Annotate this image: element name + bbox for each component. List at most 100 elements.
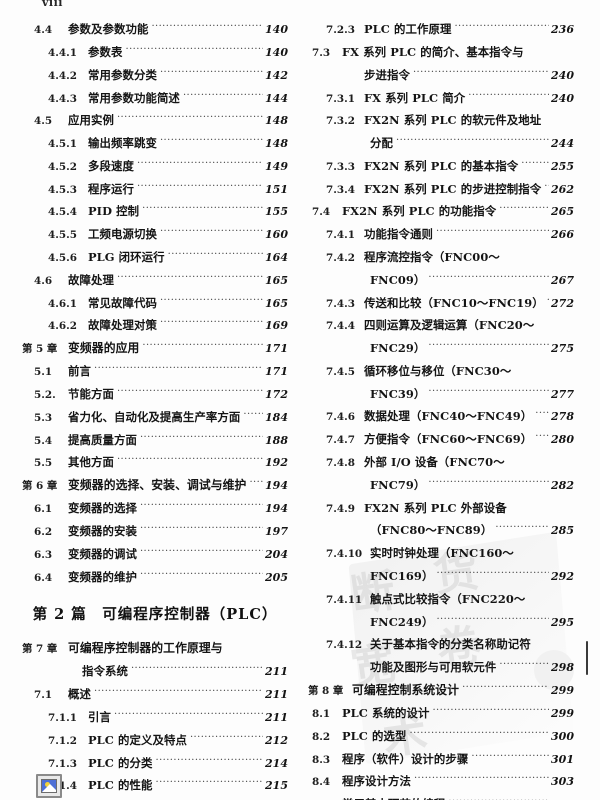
toc-entry[interactable]: 5.4 提高质量方面 188 [22, 432, 288, 446]
toc-entry[interactable]: 7.4.11 触点式比较指令（FNC220～ [308, 592, 574, 606]
toc-entry-title: 概述 [68, 687, 91, 702]
toc-entry[interactable]: 7.3.4 FX2N 系列 PLC 的步进控制指令 262 [308, 181, 574, 195]
toc-column-left: 4.4参数及参数功能140 4.4.1参数表140 4.4.2常用参数分类142 4.… [22, 22, 288, 800]
toc-entry-title: 程序运行 [88, 181, 134, 196]
toc-entry[interactable]: 7.3.1 FX 系列 PLC 简介 240 [308, 90, 574, 104]
toc-entry[interactable]: 7.3.3 FX2N 系列 PLC 的基本指令 255 [308, 159, 574, 172]
toc-entry[interactable]: 第 7 章可编程序控制器的工作原理与 [22, 641, 288, 655]
toc-entry[interactable]: FNC29） 275 [308, 341, 574, 355]
toc-entry[interactable]: 4.5.2 多段速度 149 [22, 158, 288, 173]
toc-entry[interactable]: 7.4.6 数据处理（FNC40～FNC49） 278 [308, 409, 574, 422]
toc-entry[interactable]: FNC79） 282 [308, 478, 574, 492]
toc-entry[interactable]: 6.2 变频器的安装 197 [22, 524, 288, 537]
toc-page-number: 140 [265, 23, 288, 37]
toc-entry[interactable]: 7.4.4 四则运算及逻辑运算（FNC20～ [308, 318, 574, 331]
toc-entry[interactable]: FNC39） 277 [308, 387, 574, 401]
toc-entry[interactable]: 4.5.5 工频电源切换 160 [22, 227, 288, 242]
toc-entry-number: 5.5 [34, 457, 53, 470]
toc-entry[interactable]: 7.4.8 外部 I/O 设备（FNC70～ [308, 455, 574, 468]
toc-entry[interactable]: 4.6 故障处理 165 [22, 273, 288, 286]
toc-entry-title: 关于基本指令的分类名称助记符 [370, 637, 531, 652]
toc-entry[interactable]: 7.1.2 PLC 的定义及特点 212 [22, 733, 288, 746]
toc-page-number: 292 [551, 569, 574, 583]
toc-entry[interactable]: 8.3 程序（软件）设计的步骤 301 [308, 751, 574, 765]
toc-page-number: 188 [265, 433, 288, 447]
toc-entry[interactable]: 7.4.12 关于基本指令的分类名称助记符 [308, 637, 574, 652]
toc-leader-dots [142, 341, 263, 352]
toc-entry[interactable]: 4.5.4 PID 控制 155 [22, 204, 288, 217]
toc-entry[interactable]: 5.1 前言 171 [22, 364, 288, 379]
toc-entry[interactable]: 4.4.1 参数表 140 [22, 45, 288, 58]
toc-entry[interactable]: 4.5.3 程序运行 151 [22, 181, 288, 195]
toc-entry[interactable]: 5.5 其他方面 192 [22, 455, 288, 470]
toc-entry[interactable]: 功能及图形与可用软元件 298 [308, 660, 574, 674]
toc-entry[interactable]: 5.3 省力化、自动化及提高生产率方面 184 [22, 410, 288, 424]
toc-entry[interactable]: 4.4 参数及参数功能 140 [22, 22, 288, 37]
toc-entry[interactable]: 7.1 概述 211 [22, 687, 288, 702]
toc-entry-title: 前言 [68, 364, 91, 379]
toc-entry[interactable]: 6.4 变频器的维护 205 [22, 569, 288, 584]
toc-entry[interactable]: 7.1.3 PLC 的分类 214 [22, 755, 288, 769]
toc-entries-left-top: 4.4参数及参数功能140 4.4.1参数表140 4.4.2常用参数分类142 4.… [22, 22, 288, 583]
toc-entry[interactable]: 7.4.10 实时时钟处理（FNC160～ [308, 546, 574, 559]
toc-entry[interactable]: 4.5.6 PLG 闭环运行 164 [22, 250, 288, 263]
toc-entry-title: FNC169） [370, 568, 434, 583]
toc-entry[interactable]: FNC09） 267 [308, 273, 574, 287]
toc-entry[interactable]: 4.5 应用实例 148 [22, 113, 288, 128]
toc-entry-number: 4.5.2 [48, 160, 77, 173]
toc-entry-title: 变频器的应用 [68, 341, 140, 356]
toc-entry-title: FNC79） [370, 477, 426, 492]
toc-entry[interactable]: 4.6.1 常见故障代码 165 [22, 295, 288, 309]
toc-entry-number: 4.5.3 [48, 183, 77, 196]
toc-entry[interactable]: 8.1 PLC 系统的设计 299 [308, 706, 574, 719]
toc-entry[interactable]: 7.4.5 循环移位与移位（FNC30～ [308, 364, 574, 377]
toc-entry[interactable]: 分配 244 [308, 136, 574, 150]
toc-entry-title: FNC39） [370, 386, 426, 401]
toc-entry[interactable]: 4.6.2 故障处理对策 169 [22, 318, 288, 331]
toc-entry-title: （FNC80～FNC89） [370, 523, 493, 538]
toc-entry-number: 4.4.3 [48, 92, 77, 105]
toc-entry[interactable]: 7.4.9 FX2N 系列 PLC 外部设备 [308, 500, 574, 514]
toc-entry[interactable]: 7.2.3 PLC 的工作原理 236 [308, 22, 574, 35]
toc-column-right: 7.2.3 PLC 的工作原理 236 7.3 FX 系列 PLC 的简介、基本指令与步… [308, 22, 574, 800]
toc-entry-number: 7.4.11 [326, 593, 363, 606]
toc-entry[interactable]: 7.3 FX 系列 PLC 的简介、基本指令与 [308, 45, 574, 58]
toc-entry[interactable]: 4.5.1 输出频率跳变 148 [22, 136, 288, 151]
toc-entry-title: 常用参数分类 [88, 67, 157, 82]
toc-entry[interactable]: 6.3 变频器的调试 204 [22, 547, 288, 561]
toc-entry[interactable]: 4.4.3 常用参数功能简述 144 [22, 90, 288, 104]
toc-entry-number: 7.4.3 [326, 297, 355, 310]
toc-entry-number: 4.5 [34, 115, 53, 128]
toc-entry[interactable]: 8.4 程序设计方法 303 [308, 774, 574, 787]
toc-entry[interactable]: FNC249） 295 [308, 614, 574, 628]
toc-entry-title: 变频器的维护 [68, 569, 137, 584]
toc-entry[interactable]: 指令系统 211 [22, 664, 288, 678]
toc-entry[interactable]: 5.2. 节能方面 172 [22, 387, 288, 400]
toc-entry[interactable]: 步进指令 240 [308, 68, 574, 82]
toc-entry[interactable]: 4.4.2 常用参数分类 142 [22, 67, 288, 82]
toc-entry[interactable]: 7.3.2 FX2N 系列 PLC 的软元件及地址 [308, 113, 574, 126]
toc-page-number: 160 [265, 228, 288, 242]
toc-entry[interactable]: 7.4.7 方便指令（FNC60～FNC69） 280 [308, 432, 574, 445]
toc-entry[interactable]: 7.4.1 功能指令通则 266 [308, 227, 574, 240]
toc-entry[interactable]: 7.1.4 PLC 的性能 215 [22, 778, 288, 791]
toc-entry[interactable]: 7.4.3 传送和比较（FNC10～FNC19） 272 [308, 295, 574, 309]
toc-entry[interactable]: 7.4.2 程序流控指令（FNC00～ [308, 250, 574, 263]
toc-entry-title: 多段速度 [88, 158, 134, 173]
toc-entry[interactable]: （FNC80～FNC89） 285 [308, 523, 574, 537]
toc-entry-number: 6.3 [34, 548, 53, 561]
toc-entry-title: FX2N 系列 PLC 外部设备 [364, 500, 507, 515]
toc-entry[interactable]: 6.1 变频器的选择 194 [22, 501, 288, 514]
toc-entry[interactable]: FNC169） 292 [308, 569, 574, 583]
toc-entry-title: 应用实例 [68, 113, 114, 128]
toc-entry[interactable]: 7.4 FX2N 系列 PLC 的功能指令 265 [308, 204, 574, 217]
toc-entry-title: 输出频率跳变 [88, 136, 157, 151]
toc-entry[interactable]: 8.2 PLC 的选型 300 [308, 729, 574, 742]
toc-entry-number: 5.3 [34, 411, 53, 424]
toc-page-number: 192 [265, 456, 288, 470]
toc-entry[interactable]: 7.1.1 引言 211 [22, 710, 288, 723]
toc-page-number: 214 [265, 756, 288, 770]
